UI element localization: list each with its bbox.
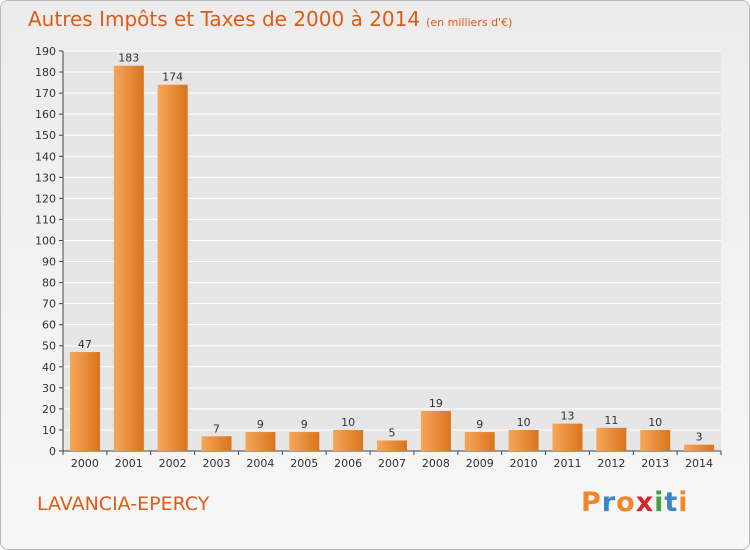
- bars: [69, 65, 715, 452]
- x-tick-label: 2000: [71, 457, 99, 470]
- y-tick-label: 0: [49, 445, 56, 458]
- y-tick-label: 10: [42, 424, 56, 437]
- bar: [333, 429, 364, 451]
- x-tick-label: 2002: [159, 457, 187, 470]
- y-tick-label: 140: [35, 150, 56, 163]
- logo-letter: i: [654, 487, 665, 518]
- bar-value-label: 11: [604, 414, 618, 427]
- logo-letter: P: [581, 487, 602, 518]
- x-tick-label: 2008: [422, 457, 450, 470]
- bar-value-label: 13: [560, 410, 574, 423]
- proxiti-logo: Proxiti: [581, 487, 689, 518]
- bar: [377, 440, 407, 451]
- y-tick-label: 120: [35, 192, 56, 205]
- bar-value-label: 183: [118, 52, 139, 65]
- x-tick-label: 2005: [290, 457, 318, 470]
- bar: [420, 411, 451, 451]
- bar: [289, 432, 320, 451]
- bar: [508, 429, 539, 451]
- y-tick-label: 150: [35, 129, 56, 142]
- logo-letter: r: [601, 487, 617, 518]
- y-tick-label: 110: [35, 213, 56, 226]
- bar: [552, 423, 583, 451]
- logo-letter: i: [678, 487, 689, 518]
- x-tick-label: 2014: [685, 457, 713, 470]
- y-tick-label: 20: [42, 403, 56, 416]
- x-tick-label: 2004: [246, 457, 274, 470]
- y-tick-label: 40: [42, 361, 56, 374]
- y-tick-label: 60: [42, 319, 56, 332]
- y-tick-labels: 0 10 20 30 40 50 60 70 80 90 100 110 120 130 140 150 160…: [35, 45, 63, 458]
- y-tick-label: 190: [35, 45, 56, 58]
- bar-value-label: 10: [517, 416, 531, 429]
- bar-value-label: 174: [162, 71, 183, 84]
- y-tick-label: 30: [42, 382, 56, 395]
- data-labels: 47 183 174 7 9 9 10 5 19 9 10 13 11 10 3: [78, 52, 703, 444]
- y-tick-label: 100: [35, 234, 56, 247]
- title-text: Autres Impôts et Taxes de 2000 à 2014: [28, 7, 421, 31]
- commune-name: LAVANCIA-EPERCY: [37, 493, 210, 515]
- y-tick-label: 170: [35, 87, 56, 100]
- bar: [201, 436, 232, 451]
- y-tick-label: 90: [42, 256, 56, 269]
- x-tick-label: 2003: [203, 457, 231, 470]
- y-tick-label: 130: [35, 171, 56, 184]
- logo-letter: x: [635, 487, 655, 518]
- y-tick-label: 80: [42, 277, 56, 290]
- bar-value-label: 9: [476, 418, 483, 431]
- bar: [464, 432, 495, 451]
- bar-value-label: 10: [648, 416, 662, 429]
- bar: [640, 429, 671, 451]
- bar-value-label: 9: [301, 418, 308, 431]
- y-tick-label: 70: [42, 298, 56, 311]
- x-tick-label: 2001: [115, 457, 143, 470]
- bar: [157, 84, 188, 452]
- x-tick-labels: 2000 2001 2002 2003 2004 2005 2006 2007 2008 2009…: [62, 451, 722, 470]
- x-tick-label: 2013: [641, 457, 669, 470]
- bar: [684, 444, 715, 451]
- chart-subtitle: (en milliers d'€): [426, 16, 513, 29]
- bar-value-label: 3: [696, 431, 703, 444]
- bar-value-label: 10: [341, 416, 355, 429]
- logo-letter: o: [616, 487, 636, 518]
- bar: [596, 427, 627, 451]
- bar-value-label: 5: [389, 426, 396, 439]
- y-tick-label: 180: [35, 66, 56, 79]
- bar-value-label: 19: [429, 397, 443, 410]
- x-tick-label: 2010: [510, 457, 538, 470]
- bar-value-label: 9: [257, 418, 264, 431]
- bar-value-label: 47: [78, 338, 92, 351]
- bar: [113, 65, 144, 451]
- logo-letter: t: [664, 487, 679, 518]
- bar: [245, 432, 276, 451]
- x-tick-label: 2011: [553, 457, 581, 470]
- bar: [69, 352, 100, 451]
- bar-value-label: 7: [213, 422, 220, 435]
- chart-title: Autres Impôts et Taxes de 2000 à 2014 (en…: [28, 7, 512, 31]
- x-tick-label: 2012: [597, 457, 625, 470]
- y-tick-label: 50: [42, 340, 56, 353]
- x-tick-label: 2009: [466, 457, 494, 470]
- y-tick-label: 160: [35, 108, 56, 121]
- x-tick-label: 2006: [334, 457, 362, 470]
- x-tick-label: 2007: [378, 457, 406, 470]
